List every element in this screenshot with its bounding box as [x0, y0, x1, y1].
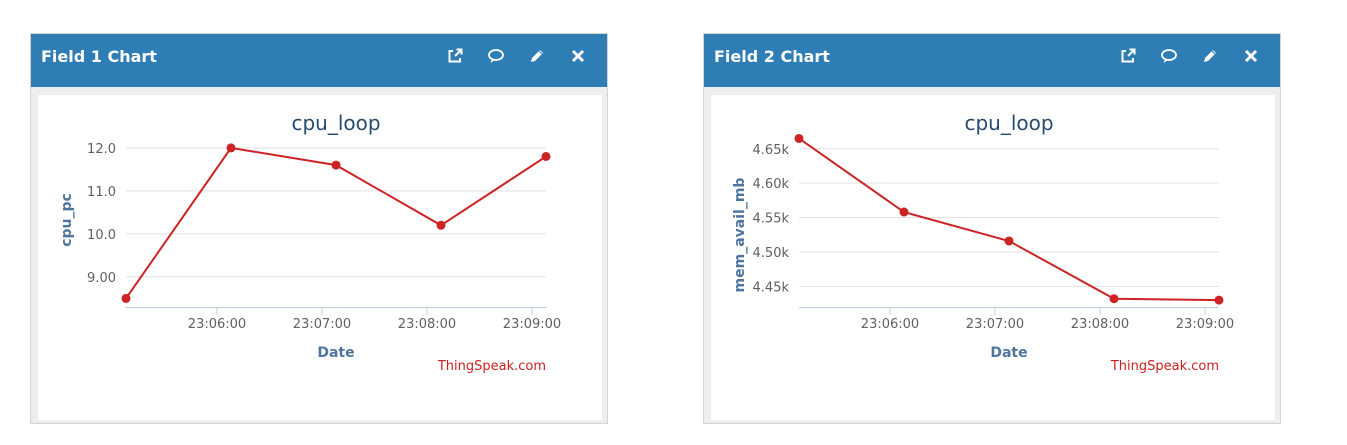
- x-tick-label: 23:06:00: [188, 317, 246, 332]
- x-axis-label: Date: [990, 345, 1027, 361]
- y-tick-label: 10.0: [87, 228, 116, 243]
- chart-title: cpu_loop: [291, 111, 380, 135]
- y-axis-label: cpu_pc: [59, 193, 75, 247]
- chart-container: cpu_loop Date mem_avail_mb 4.45k 4.50k 4.5…: [711, 95, 1275, 420]
- y-tick-label: 4.65k: [753, 143, 790, 158]
- data-point[interactable]: [331, 160, 341, 170]
- data-point[interactable]: [1214, 295, 1224, 305]
- y-tick-label: 9.00: [87, 271, 116, 286]
- x-tick-label: 23:09:00: [503, 317, 561, 332]
- panel-header: Field 1 Chart: [31, 34, 607, 87]
- y-tick-label: 4.45k: [753, 280, 790, 295]
- thingspeak-credit-link[interactable]: ThingSpeak.com: [437, 359, 546, 374]
- y-tick-label: 4.55k: [753, 212, 790, 227]
- data-point[interactable]: [121, 293, 131, 303]
- panel-header: Field 2 Chart: [704, 34, 1280, 87]
- x-tick-label: 23:09:00: [1176, 317, 1234, 332]
- data-point[interactable]: [899, 207, 909, 217]
- thingspeak-credit-link[interactable]: ThingSpeak.com: [1110, 359, 1219, 374]
- data-point[interactable]: [1109, 294, 1119, 304]
- external-link-icon[interactable]: [446, 47, 466, 67]
- data-point[interactable]: [1004, 236, 1014, 246]
- comment-icon[interactable]: [1160, 47, 1180, 67]
- pencil-icon[interactable]: [528, 47, 548, 67]
- y-tick-label: 12.0: [87, 142, 116, 157]
- chart-title: cpu_loop: [964, 111, 1053, 135]
- y-tick-label: 4.50k: [753, 246, 790, 261]
- panel-title: Field 2 Chart: [714, 47, 830, 66]
- panel-actions: [430, 47, 589, 67]
- series-line: [125, 146, 547, 299]
- series-line: [798, 137, 1220, 302]
- line-chart: cpu_loop Date cpu_pc 9.00 10.0 11.0 12.0 23:…: [59, 111, 561, 374]
- x-tick-label: 23:08:00: [398, 317, 456, 332]
- external-link-icon[interactable]: [1119, 47, 1139, 67]
- data-point[interactable]: [226, 143, 236, 153]
- x-axis-label: Date: [317, 345, 354, 361]
- comment-icon[interactable]: [487, 47, 507, 67]
- chart-container: cpu_loop Date cpu_pc 9.00 10.0 11.0 12.0 23:…: [38, 95, 602, 420]
- line-chart: cpu_loop Date mem_avail_mb 4.45k 4.50k 4.5…: [732, 111, 1234, 374]
- panel-actions: [1103, 47, 1262, 67]
- x-tick-label: 23:07:00: [966, 317, 1024, 332]
- x-tick-label: 23:06:00: [861, 317, 919, 332]
- y-axis-label: mem_avail_mb: [732, 178, 748, 293]
- field-1-chart-panel: Field 1 Chart cpu_loop Date cpu_pc 9.00 1…: [30, 33, 608, 424]
- x-tick-label: 23:08:00: [1071, 317, 1129, 332]
- panel-title: Field 1 Chart: [41, 47, 157, 66]
- close-icon[interactable]: [1242, 47, 1262, 67]
- close-icon[interactable]: [569, 47, 589, 67]
- x-tick-label: 23:07:00: [293, 317, 351, 332]
- y-tick-label: 11.0: [87, 185, 116, 200]
- data-point[interactable]: [794, 133, 804, 143]
- field-2-chart-panel: Field 2 Chart cpu_loop Date mem_avail_mb…: [703, 33, 1281, 424]
- y-tick-label: 4.60k: [753, 177, 790, 192]
- data-point[interactable]: [436, 220, 446, 230]
- pencil-icon[interactable]: [1201, 47, 1221, 67]
- data-point[interactable]: [541, 152, 551, 161]
